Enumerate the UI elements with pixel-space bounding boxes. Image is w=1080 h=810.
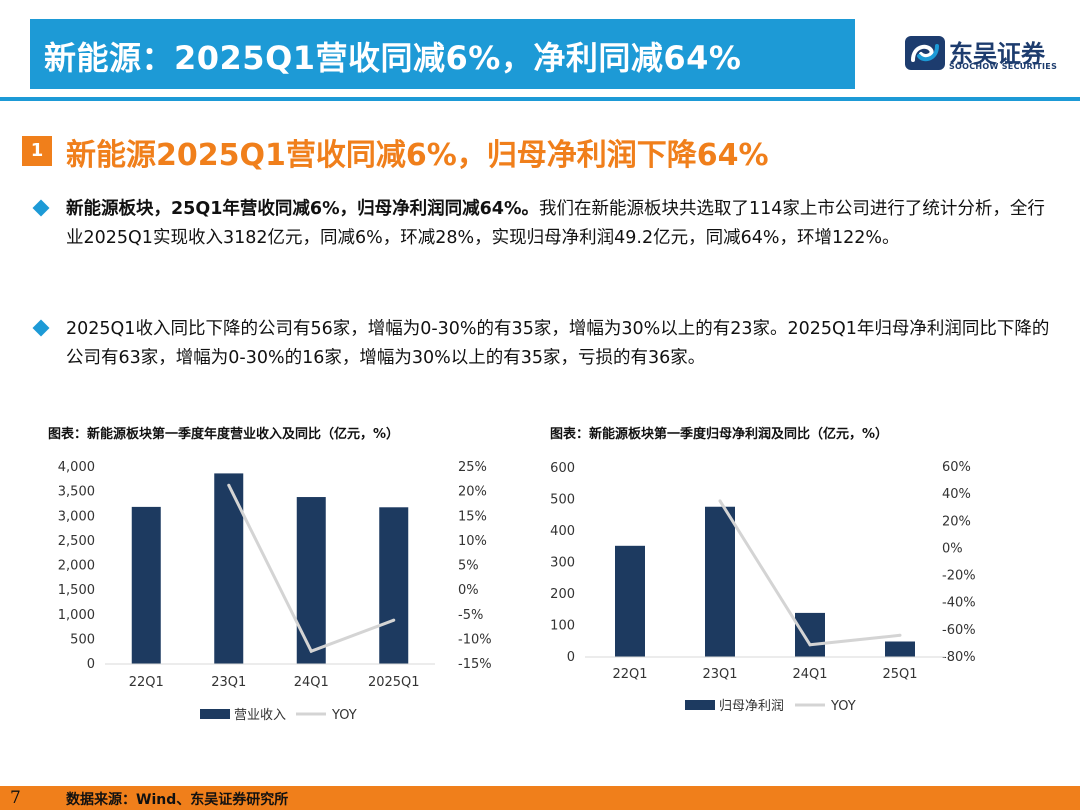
y2-tick-label: 5%	[458, 559, 479, 574]
y2-tick-label: -20%	[942, 569, 976, 584]
yoy-point-23Q1	[718, 499, 722, 503]
bar-24Q1	[296, 497, 326, 664]
legend-line-label: YOY	[331, 708, 357, 723]
bar-2025Q1	[379, 507, 409, 664]
y-tick-label: 1,000	[58, 608, 95, 623]
y-tick-label: 2,500	[58, 534, 95, 549]
x-tick-label: 25Q1	[882, 667, 917, 682]
data-source: 数据来源：Wind、东吴证券研究所	[66, 792, 289, 808]
legend-bar-swatch	[200, 709, 230, 719]
y2-tick-label: 10%	[458, 534, 487, 549]
chart-1-title: 图表：新能源板块第一季度年度营业收入及同比（亿元，%）	[48, 427, 400, 442]
y2-tick-label: -80%	[942, 650, 976, 665]
y2-tick-label: -60%	[942, 623, 976, 638]
y-tick-label: 2,000	[58, 559, 95, 574]
x-tick-label: 24Q1	[792, 667, 827, 682]
bar-23Q1	[705, 506, 735, 657]
diamond-bullet-icon	[32, 199, 50, 217]
y-tick-label: 100	[550, 619, 575, 634]
logo-english-name: SOOCHOW SECURITIES	[949, 62, 1058, 71]
y2-tick-label: 20%	[942, 514, 971, 529]
y2-tick-label: 0%	[942, 541, 963, 556]
y-tick-label: 0	[87, 657, 95, 672]
bar-22Q1	[131, 506, 161, 664]
yoy-point-2025Q1	[392, 618, 396, 622]
y2-tick-label: 15%	[458, 509, 487, 524]
x-tick-label: 24Q1	[294, 675, 329, 690]
y2-tick-label: -40%	[942, 596, 976, 611]
y-tick-label: 0	[567, 650, 575, 665]
y-tick-label: 500	[550, 493, 575, 508]
y-tick-label: 4,000	[58, 460, 95, 475]
legend-bar-label: 归母净利润	[719, 699, 784, 714]
y-tick-label: 1,500	[58, 583, 95, 598]
company-logo: 东吴证券 SOOCHOW SECURITIES	[905, 36, 1065, 76]
y2-tick-label: 0%	[458, 583, 479, 598]
y2-tick-label: 60%	[942, 460, 971, 475]
x-tick-label: 2025Q1	[368, 675, 420, 690]
bar-23Q1	[214, 473, 244, 664]
y-tick-label: 400	[550, 524, 575, 539]
y-tick-label: 300	[550, 556, 575, 571]
yoy-point-23Q1	[227, 483, 231, 487]
title-bar: 新能源：2025Q1营收同减6%，净利同减64%	[30, 19, 855, 89]
y2-tick-label: -5%	[458, 608, 483, 623]
section-title: 新能源2025Q1营收同减6%，归母净利润下降64%	[66, 138, 769, 173]
x-tick-label: 23Q1	[702, 667, 737, 682]
paragraph-1-lead: 新能源板块，25Q1年营收同减6%，归母净利润同减64%。	[66, 199, 540, 219]
net-profit-chart: 0 100 200 300 400 500 600 -80% -60% -40% -20% 0% 20%…	[550, 460, 976, 714]
yoy-point-24Q1	[309, 649, 313, 653]
footer-bar: 7 数据来源：Wind、东吴证券研究所	[0, 786, 1080, 810]
paragraph-2-body: 2025Q1收入同比下降的公司有56家，增幅为0-30%的有35家，增幅为30%…	[66, 319, 1050, 368]
chart-2-title: 图表：新能源板块第一季度归母净利润及同比（亿元，%）	[550, 427, 889, 442]
diamond-bullet-icon	[32, 319, 50, 337]
y-tick-label: 600	[550, 461, 575, 476]
y2-tick-label: 40%	[942, 487, 971, 502]
y-tick-label: 3,500	[58, 485, 95, 500]
y2-tick-label: -15%	[458, 657, 492, 672]
paragraph-1: 新能源板块，25Q1年营收同减6%，归母净利润同减64%。我们在新能源板块共选取…	[66, 195, 1056, 253]
page-title: 新能源：2025Q1营收同减6%，净利同减64%	[44, 39, 742, 77]
y2-tick-label: 25%	[458, 460, 487, 475]
yoy-point-24Q1	[808, 643, 812, 647]
y-tick-label: 200	[550, 587, 575, 602]
y2-tick-label: 20%	[458, 485, 487, 500]
bar-22Q1	[615, 545, 645, 657]
x-tick-label: 22Q1	[612, 667, 647, 682]
x-tick-label: 23Q1	[211, 675, 246, 690]
legend-bar-label: 营业收入	[234, 708, 286, 723]
section-number-badge: 1	[22, 136, 52, 166]
header-divider	[0, 97, 1080, 101]
legend-line-label: YOY	[830, 699, 856, 714]
y-tick-label: 500	[70, 632, 95, 647]
revenue-chart: 0 500 1,000 1,500 2,000 2,500 3,000 3,500 4,000 -…	[58, 460, 492, 723]
legend-bar-swatch	[685, 700, 715, 710]
bar-24Q1	[795, 612, 825, 657]
bar-25Q1	[885, 641, 915, 657]
soochow-logo-icon	[905, 36, 945, 70]
yoy-point-25Q1	[898, 633, 902, 637]
x-tick-label: 22Q1	[129, 675, 164, 690]
logo-chinese-name: 东吴证券	[949, 40, 1045, 68]
y2-tick-label: -10%	[458, 632, 492, 647]
y-tick-label: 3,000	[58, 509, 95, 524]
paragraph-1-body: 我们在新能源板块共选取了114家上市公司进行了统计分析，全行业2025Q1实现收…	[66, 199, 1045, 248]
page-number: 7	[10, 788, 21, 808]
paragraph-2: 2025Q1收入同比下降的公司有56家，增幅为0-30%的有35家，增幅为30%…	[66, 315, 1056, 373]
